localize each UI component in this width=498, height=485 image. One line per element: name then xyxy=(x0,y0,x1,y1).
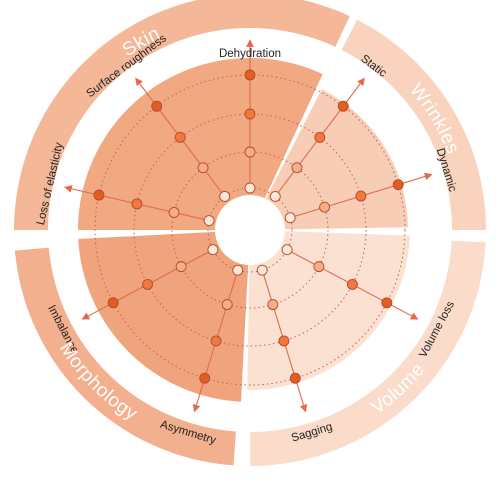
marker-loss-of-elasticity-level-2 xyxy=(168,207,180,218)
marker-volume-loss-level-1 xyxy=(281,244,293,256)
marker-dynamic-level-4 xyxy=(392,179,404,191)
marker-static-level-2 xyxy=(291,162,303,174)
marker-dehydration-level-2 xyxy=(244,146,256,158)
group-sector-skin xyxy=(78,57,323,230)
marker-surface-roughness-level-4 xyxy=(151,100,163,112)
marker-dehydration-level-1 xyxy=(244,182,256,194)
group-label-text-morphology: Morphology xyxy=(55,339,141,425)
marker-static-level-1 xyxy=(269,191,281,202)
marker-dynamic-level-1 xyxy=(284,212,296,224)
marker-static-level-4 xyxy=(337,100,349,112)
group-ring-skin xyxy=(14,0,350,230)
marker-sagging-level-4 xyxy=(289,372,301,384)
marker-loss-of-elasticity-level-4 xyxy=(93,189,105,201)
marker-volume-loss-level-3 xyxy=(346,279,358,290)
marker-imbalance-level-3 xyxy=(142,279,154,290)
grid-ring-3 xyxy=(133,113,367,347)
marker-loss-of-elasticity-level-1 xyxy=(203,215,215,227)
marker-dynamic-level-2 xyxy=(319,201,331,213)
axis-label-dehydration: Dehydration xyxy=(219,48,281,60)
marker-asymmetry-level-4 xyxy=(199,372,211,384)
group-sector-wrinkles xyxy=(250,89,408,230)
marker-surface-roughness-level-2 xyxy=(197,162,209,174)
outer-group-rings xyxy=(14,0,486,466)
marker-sagging-level-2 xyxy=(267,299,279,311)
marker-asymmetry-level-2 xyxy=(221,299,233,311)
group-ring-volume xyxy=(250,240,486,466)
center-hole xyxy=(215,195,285,265)
marker-asymmetry-level-1 xyxy=(232,264,244,276)
marker-asymmetry-level-3 xyxy=(210,335,222,347)
marker-volume-loss-level-4 xyxy=(381,297,393,309)
score-markers xyxy=(93,69,404,384)
marker-imbalance-level-1 xyxy=(207,244,219,256)
marker-loss-of-elasticity-level-3 xyxy=(131,198,143,210)
marker-volume-loss-level-2 xyxy=(313,261,325,273)
grid-ring-1 xyxy=(207,187,293,273)
group-sector-morphology xyxy=(78,230,250,402)
group-ring-morphology xyxy=(14,247,236,466)
group-sector-volume xyxy=(247,230,410,390)
inner-group-sectors xyxy=(78,57,410,402)
marker-imbalance-level-4 xyxy=(107,297,119,309)
grid-ring-2 xyxy=(171,151,329,309)
marker-surface-roughness-level-1 xyxy=(219,191,231,202)
marker-static-level-3 xyxy=(314,131,326,143)
marker-imbalance-level-2 xyxy=(175,261,187,273)
marker-sagging-level-1 xyxy=(256,264,268,276)
marker-sagging-level-3 xyxy=(278,335,290,347)
marker-dehydration-level-3 xyxy=(244,108,256,120)
group-label-morphology: Morphology xyxy=(55,339,141,425)
marker-dehydration-level-4 xyxy=(244,69,256,81)
marker-dynamic-level-3 xyxy=(355,190,367,202)
group-ring-wrinkles xyxy=(341,19,486,231)
marker-surface-roughness-level-3 xyxy=(174,131,186,143)
